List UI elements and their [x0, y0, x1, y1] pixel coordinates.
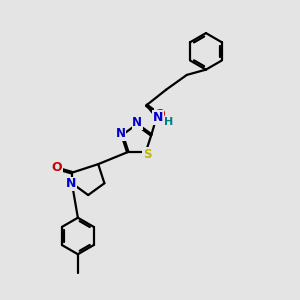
Text: N: N	[153, 111, 163, 124]
Text: N: N	[132, 116, 142, 129]
Text: S: S	[143, 148, 152, 161]
Text: O: O	[154, 108, 165, 121]
Text: O: O	[51, 161, 62, 174]
Text: H: H	[164, 117, 173, 127]
Text: N: N	[66, 177, 76, 190]
Text: N: N	[116, 127, 125, 140]
